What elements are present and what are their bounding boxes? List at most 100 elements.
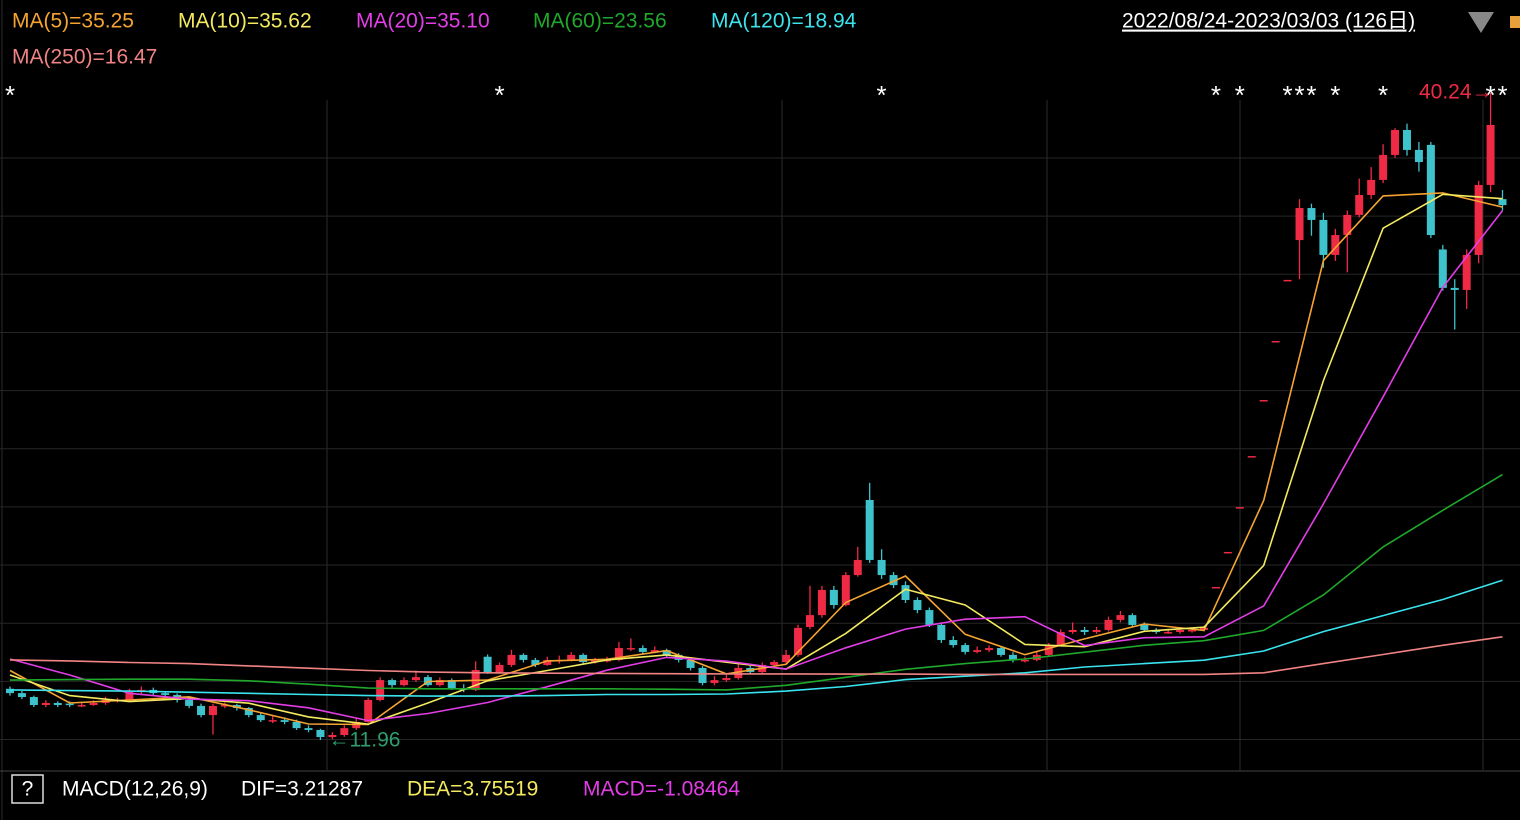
candle-body	[1307, 208, 1316, 220]
candle-body	[1486, 124, 1495, 185]
candle-body	[447, 680, 456, 689]
candle-body	[1355, 194, 1364, 215]
candle-body	[1259, 400, 1268, 402]
legend-entry: MA(120)=18.94	[711, 10, 857, 33]
help-icon[interactable]: ?	[22, 778, 34, 801]
candle-body	[1128, 615, 1137, 625]
dropdown-arrow[interactable]	[1468, 12, 1494, 33]
event-marker: *	[1294, 80, 1304, 110]
legend-entry: MA(250)=16.47	[12, 46, 157, 69]
candle-body	[794, 627, 803, 655]
help-box[interactable]	[11, 774, 44, 804]
candle-body	[698, 667, 707, 684]
candle-body	[1474, 184, 1483, 255]
candle-body	[1295, 208, 1304, 241]
dif-value: DIF=3.21287	[241, 778, 363, 801]
event-marker: *	[494, 80, 504, 110]
event-marker: *	[1485, 80, 1495, 110]
legend-entry: MA(60)=23.56	[533, 10, 667, 33]
candle-body	[280, 720, 289, 722]
candle-body	[650, 650, 659, 652]
candle-body	[208, 705, 217, 716]
dea-value: DEA=3.75519	[407, 778, 538, 801]
candle-body	[1271, 340, 1280, 343]
candle-body	[197, 705, 206, 716]
candle-body	[388, 680, 397, 686]
candle-body	[435, 680, 444, 686]
candle-body	[53, 702, 62, 706]
candle-body	[17, 693, 26, 698]
candle-body	[614, 648, 623, 660]
candle-body	[519, 654, 528, 660]
candle-body	[1116, 615, 1125, 620]
candle-body	[1343, 214, 1352, 236]
candle-body	[1080, 629, 1089, 633]
event-marker: *	[1330, 80, 1340, 110]
candle-body	[1140, 624, 1149, 630]
candle-body	[400, 680, 409, 686]
candle-body	[1211, 586, 1220, 589]
candle-body	[244, 707, 253, 716]
candle-body	[495, 664, 504, 673]
candle-body	[1235, 507, 1244, 509]
candle-body	[722, 678, 731, 681]
candle-body	[1176, 629, 1185, 633]
candle-body	[304, 728, 313, 730]
event-marker: *	[1497, 80, 1507, 110]
legend-entry: MA(10)=35.62	[178, 10, 312, 33]
candle-body	[364, 699, 373, 722]
candle-body	[877, 559, 886, 576]
candle-body	[1044, 645, 1053, 655]
candle-body	[268, 720, 277, 722]
candle-body	[531, 659, 540, 665]
candle-body	[340, 728, 349, 735]
candle-body	[89, 702, 98, 706]
candle-body	[925, 610, 934, 625]
candle-body	[734, 667, 743, 679]
candle-body	[1068, 629, 1077, 633]
candle-body	[770, 662, 779, 665]
side-tab[interactable]	[1510, 16, 1520, 28]
candle-body	[1438, 249, 1447, 288]
ma-line	[9, 193, 1503, 726]
candle-body	[1056, 632, 1065, 646]
candle-body	[1450, 287, 1459, 290]
ma-line	[9, 636, 1503, 676]
candle-body	[328, 734, 337, 738]
candle-body	[1188, 629, 1197, 632]
ma-line	[9, 473, 1503, 691]
candle-body	[543, 659, 552, 665]
event-marker: *	[5, 80, 15, 110]
candle-body	[1402, 130, 1411, 150]
candle-body	[591, 659, 600, 663]
high-label: 40.24→	[1419, 80, 1493, 103]
candle-body	[1247, 456, 1256, 458]
candle-body	[1319, 219, 1328, 255]
candle-body	[411, 677, 420, 681]
candle-body	[41, 702, 50, 706]
candle-body	[316, 729, 325, 738]
legend-entry: MA(20)=35.10	[356, 10, 490, 33]
candle-body	[1020, 659, 1029, 662]
h-grid	[0, 157, 1520, 740]
ma-line	[9, 210, 1504, 722]
candle-body	[853, 559, 862, 576]
candle-body	[483, 656, 492, 673]
ma-line	[9, 192, 1503, 726]
candle-body	[1092, 629, 1101, 633]
candle-body	[841, 575, 850, 606]
candle-body	[507, 654, 516, 665]
event-marker: *	[1378, 80, 1388, 110]
candle-body	[865, 500, 874, 560]
candle-body	[185, 699, 194, 706]
date-range[interactable]: 2022/08/24-2023/03/03 (126日)	[1122, 10, 1415, 33]
candle-body	[1104, 619, 1113, 630]
event-marker: *	[1283, 80, 1293, 110]
candle-body	[292, 721, 301, 729]
candle-body	[1223, 551, 1232, 554]
event-marker: *	[877, 80, 887, 110]
candle-body	[567, 654, 576, 660]
candle-body	[961, 645, 970, 652]
indicator-name: MACD(12,26,9)	[62, 778, 208, 801]
